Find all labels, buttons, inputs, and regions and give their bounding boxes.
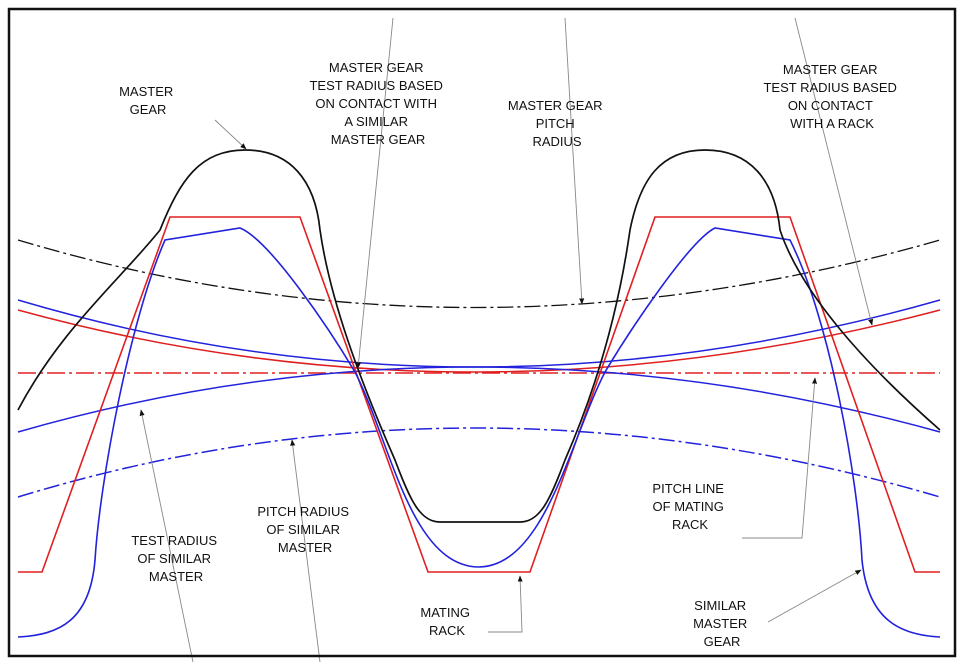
label-line: GEAR (130, 102, 167, 117)
label-line: RADIUS (532, 134, 581, 149)
label-line: TEST RADIUS BASED (763, 80, 896, 95)
label-line: PITCH (536, 116, 575, 131)
label-line: ON CONTACT (788, 98, 873, 113)
label-line: RACK (672, 517, 708, 532)
label-line: OF SIMILAR (137, 551, 211, 566)
label-line: OF SIMILAR (266, 522, 340, 537)
label-line: TEST RADIUS BASED (309, 78, 442, 93)
label-line: MASTER (278, 540, 332, 555)
label-line: MASTER GEAR (331, 132, 426, 147)
label-line: RACK (429, 623, 465, 638)
label-line: MASTER GEAR (508, 98, 603, 113)
label-line: PITCH RADIUS (257, 504, 349, 519)
label-line: MASTER GEAR (329, 60, 424, 75)
label-line: MASTER (149, 569, 203, 584)
label-line: MASTER (693, 616, 747, 631)
label-line: PITCH LINE (652, 481, 724, 496)
label-line: MASTER GEAR (783, 62, 878, 77)
label-line: MATING (420, 605, 470, 620)
label-line: OF MATING (653, 499, 724, 514)
label-line: A SIMILAR (344, 114, 408, 129)
label-line: MASTER (119, 84, 173, 99)
label-line: SIMILAR (694, 598, 746, 613)
label-line: WITH A RACK (790, 116, 874, 131)
label-line: GEAR (704, 634, 741, 649)
diagram: MASTER GEAR MASTER GEAR TEST RADIUS BASE… (0, 0, 965, 665)
label-line: TEST RADIUS (131, 533, 217, 548)
label-line: ON CONTACT WITH (315, 96, 437, 111)
